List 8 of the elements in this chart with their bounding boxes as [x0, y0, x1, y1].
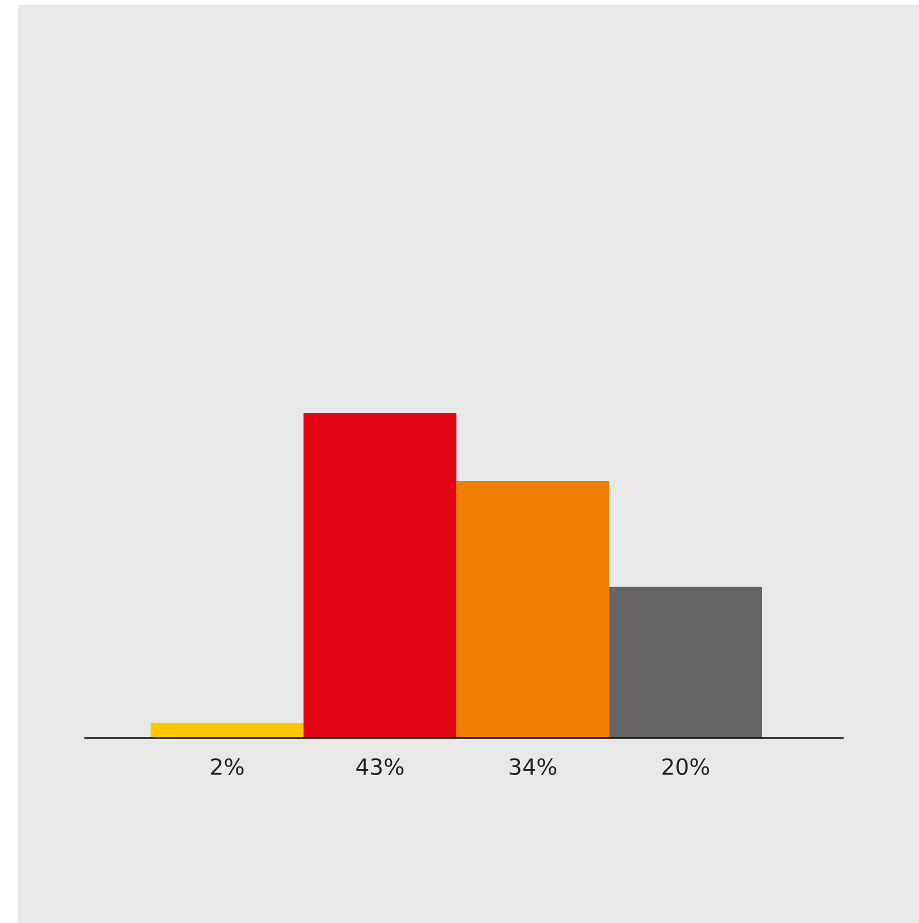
- data-label: 34%: [510, 758, 556, 776]
- data-label: 20%: [662, 758, 710, 776]
- bar: [304, 413, 456, 738]
- bar: [609, 586, 762, 738]
- bar: [456, 481, 610, 738]
- data-label: 2%: [211, 758, 244, 776]
- data-label: 43%: [356, 758, 404, 776]
- bar: [150, 722, 304, 738]
